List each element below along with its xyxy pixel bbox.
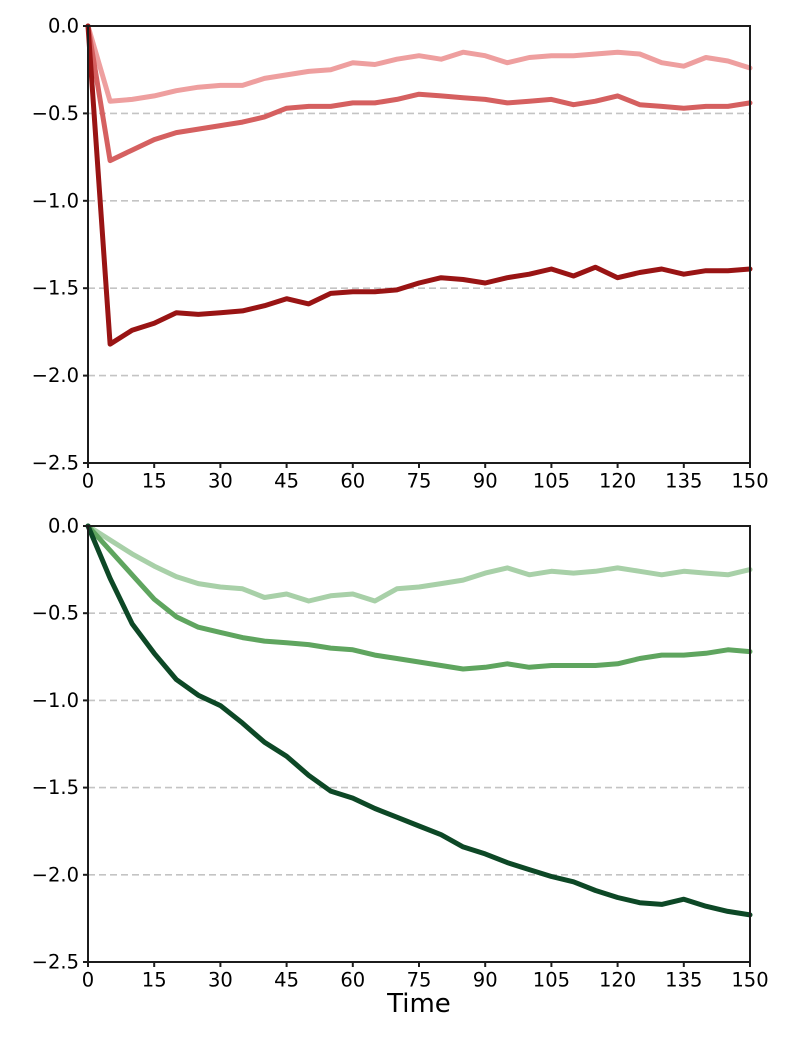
bottom-chart-green-series: 0 15 30 45 60 75 90 105 120 135 150 0.0 −0.5 −1.0 −1.5… bbox=[32, 515, 769, 992]
axes-spines bbox=[87, 525, 751, 963]
x-tick-label: 135 bbox=[665, 968, 702, 991]
x-tick-label: 90 bbox=[473, 469, 498, 492]
x-tick-label: 120 bbox=[599, 968, 636, 991]
dark-green-line bbox=[85, 523, 753, 918]
x-tick-label: 0 bbox=[82, 968, 94, 991]
x-tick-label: 90 bbox=[473, 968, 498, 991]
light-green-line bbox=[85, 523, 753, 604]
y-tick-label: 0.0 bbox=[48, 515, 79, 538]
x-tick-label: 105 bbox=[533, 968, 570, 991]
x-tick-label: 60 bbox=[340, 968, 365, 991]
medium-red-line bbox=[85, 23, 753, 164]
x-tick-label: 30 bbox=[208, 469, 233, 492]
y-tick-label: 0.0 bbox=[48, 15, 79, 38]
dark-red-line bbox=[85, 23, 753, 347]
x-tick-label: 60 bbox=[340, 469, 365, 492]
x-axis-label: Time bbox=[387, 989, 451, 1019]
x-tick-label: 15 bbox=[142, 469, 167, 492]
top-chart-red-series: 0 15 30 45 60 75 90 105 120 135 150 0.0 −0.5 −1.0 −1.5… bbox=[32, 15, 769, 493]
y-tick-label: −0.5 bbox=[32, 102, 79, 125]
x-tick-label: 0 bbox=[82, 469, 94, 492]
x-tick-label: 75 bbox=[407, 968, 432, 991]
x-tick-label: 45 bbox=[274, 968, 299, 991]
y-tick-label: −2.5 bbox=[32, 951, 79, 974]
y-tick-label: −1.0 bbox=[32, 689, 79, 712]
y-tick-label: −2.5 bbox=[32, 452, 79, 475]
y-tick-label: −2.0 bbox=[32, 364, 79, 387]
y-tick-label: −1.5 bbox=[32, 776, 79, 799]
x-tick-label: 75 bbox=[407, 469, 432, 492]
axes-spines bbox=[87, 25, 751, 464]
y-tick-label: −1.5 bbox=[32, 277, 79, 300]
x-tick-label: 120 bbox=[599, 469, 636, 492]
x-tick-label: 105 bbox=[533, 469, 570, 492]
y-tick-label: −2.0 bbox=[32, 863, 79, 886]
light-red-line bbox=[85, 23, 753, 104]
y-tick-label: −0.5 bbox=[32, 602, 79, 625]
x-tick-label: 45 bbox=[274, 469, 299, 492]
x-tick-label: 135 bbox=[665, 469, 702, 492]
y-tick-label: −1.0 bbox=[32, 189, 79, 212]
x-tick-label: 150 bbox=[731, 968, 768, 991]
x-tick-label: 15 bbox=[142, 968, 167, 991]
medium-green-line bbox=[85, 523, 753, 672]
x-tick-label: 150 bbox=[731, 469, 768, 492]
x-tick-label: 30 bbox=[208, 968, 233, 991]
